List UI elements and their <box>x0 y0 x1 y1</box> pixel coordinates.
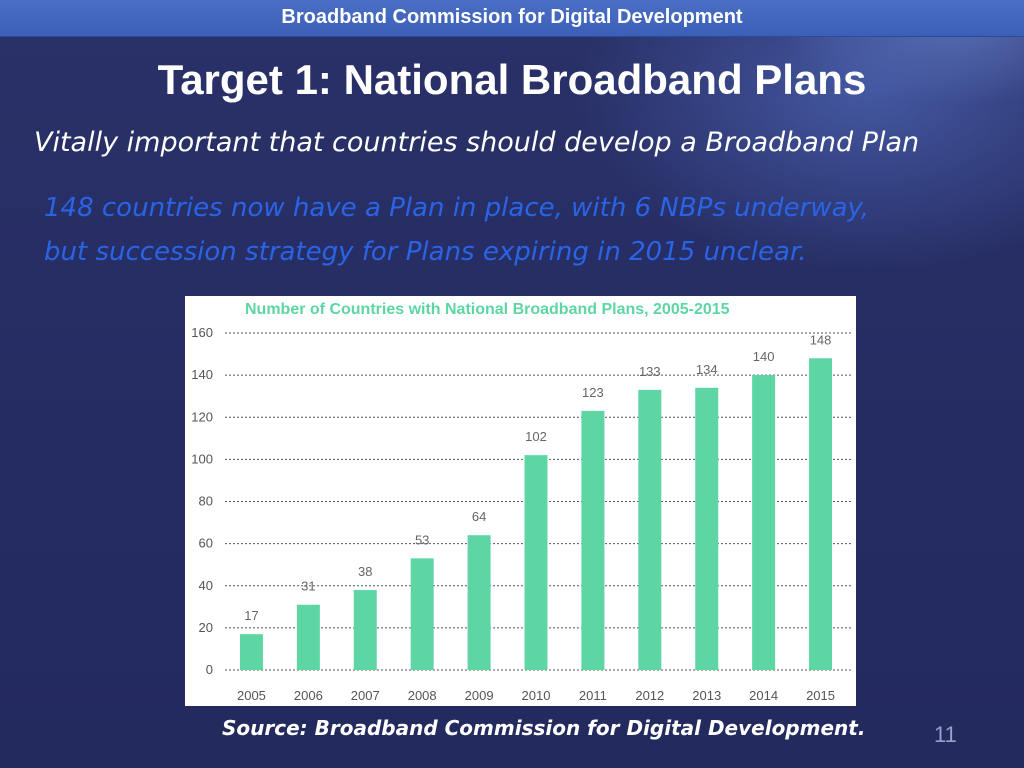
x-tick-label: 2015 <box>806 688 835 703</box>
header-bar: Broadband Commission for Digital Develop… <box>0 0 1024 37</box>
chart-svg: Number of Countries with National Broadb… <box>191 301 851 703</box>
y-tick-label: 120 <box>191 409 213 424</box>
x-tick-label: 2008 <box>408 688 437 703</box>
y-tick-label: 0 <box>206 662 213 677</box>
highlight-line-1: 148 countries now have a Plan in place, … <box>44 193 870 223</box>
data-label: 53 <box>415 532 429 547</box>
data-label: 148 <box>810 332 832 347</box>
slide-subtitle: Vitally important that countries should … <box>34 127 920 158</box>
x-tick-label: 2010 <box>522 688 551 703</box>
data-label: 140 <box>753 349 775 364</box>
data-label: 123 <box>582 385 604 400</box>
data-label: 31 <box>301 579 315 594</box>
y-tick-label: 60 <box>199 536 213 551</box>
bar <box>752 375 776 670</box>
data-label: 102 <box>525 429 547 444</box>
x-tick-label: 2007 <box>351 688 380 703</box>
y-tick-label: 40 <box>199 578 213 593</box>
header-title: Broadband Commission for Digital Develop… <box>281 6 743 28</box>
y-tick-label: 20 <box>199 620 213 635</box>
data-label: 64 <box>472 509 486 524</box>
bar <box>239 634 263 670</box>
source-caption: Source: Broadband Commission for Digital… <box>222 716 866 740</box>
x-tick-label: 2012 <box>635 688 664 703</box>
chart-title: Number of Countries with National Broadb… <box>245 301 730 318</box>
highlight-text: 148 countries now have a Plan in place, … <box>44 186 1004 274</box>
x-tick-label: 2009 <box>465 688 494 703</box>
bar <box>296 604 320 670</box>
bar <box>410 558 434 670</box>
y-tick-label: 100 <box>191 451 213 466</box>
y-tick-label: 140 <box>191 367 213 382</box>
bar <box>467 535 491 670</box>
y-tick-label: 160 <box>191 325 213 340</box>
x-tick-label: 2011 <box>579 688 607 703</box>
y-tick-label: 80 <box>199 494 213 509</box>
x-tick-label: 2013 <box>692 688 721 703</box>
bar-chart: Number of Countries with National Broadb… <box>185 296 856 706</box>
bar <box>809 358 833 670</box>
data-label: 17 <box>244 608 258 623</box>
data-label: 134 <box>696 362 718 377</box>
slide-title: Target 1: National Broadband Plans <box>157 56 867 103</box>
bar <box>695 387 719 670</box>
bar <box>524 455 548 670</box>
data-label: 133 <box>639 364 661 379</box>
data-label: 38 <box>358 564 372 579</box>
bar <box>638 389 662 670</box>
bar <box>581 410 605 670</box>
x-tick-label: 2006 <box>294 688 323 703</box>
bar <box>353 589 377 670</box>
page-number: 11 <box>934 722 957 747</box>
highlight-line-2: but succession strategy for Plans expiri… <box>44 237 807 267</box>
x-tick-label: 2014 <box>749 688 778 703</box>
x-tick-label: 2005 <box>237 688 266 703</box>
